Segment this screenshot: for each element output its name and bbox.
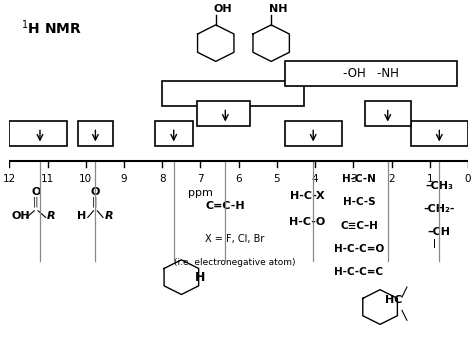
- Text: 11: 11: [41, 174, 54, 184]
- FancyBboxPatch shape: [365, 101, 410, 126]
- Text: H-C-C=O: H-C-C=O: [334, 244, 384, 254]
- Text: 7: 7: [197, 174, 204, 184]
- Text: 10: 10: [79, 174, 92, 184]
- Text: H-C-C=C: H-C-C=C: [335, 267, 383, 277]
- FancyBboxPatch shape: [78, 121, 113, 146]
- Text: O: O: [31, 188, 41, 198]
- Text: H-C-X: H-C-X: [290, 191, 325, 201]
- Text: 2: 2: [388, 174, 395, 184]
- Text: $^1$H NMR: $^1$H NMR: [21, 18, 82, 37]
- FancyBboxPatch shape: [284, 61, 456, 86]
- Text: -CH₂-: -CH₂-: [424, 204, 455, 214]
- Text: H: H: [77, 211, 87, 221]
- FancyBboxPatch shape: [284, 121, 342, 146]
- Text: –CH: –CH: [428, 227, 451, 237]
- Text: 9: 9: [121, 174, 128, 184]
- Text: H-C-S: H-C-S: [343, 198, 375, 208]
- FancyBboxPatch shape: [410, 121, 468, 146]
- Text: 3: 3: [350, 174, 356, 184]
- Text: H-C-O: H-C-O: [289, 217, 326, 227]
- FancyBboxPatch shape: [197, 101, 250, 126]
- Text: 8: 8: [159, 174, 165, 184]
- FancyBboxPatch shape: [162, 81, 304, 106]
- Text: R: R: [104, 211, 113, 221]
- Text: H-C-N: H-C-N: [342, 174, 376, 184]
- Text: O: O: [91, 188, 100, 198]
- Text: 4: 4: [312, 174, 319, 184]
- Text: 1: 1: [427, 174, 433, 184]
- Text: H: H: [195, 271, 205, 284]
- Text: ||: ||: [33, 197, 39, 208]
- Text: -OH   -NH: -OH -NH: [343, 67, 399, 80]
- Text: 12: 12: [3, 174, 16, 184]
- Text: –CH₃: –CH₃: [425, 181, 453, 191]
- Text: ||: ||: [92, 197, 99, 208]
- Text: HC: HC: [384, 295, 402, 305]
- Text: 5: 5: [273, 174, 280, 184]
- Text: R: R: [47, 211, 56, 221]
- Text: C≡C–H: C≡C–H: [340, 221, 378, 231]
- FancyBboxPatch shape: [9, 121, 67, 146]
- Text: OH: OH: [214, 4, 232, 14]
- Text: X = F, Cl, Br: X = F, Cl, Br: [205, 234, 264, 244]
- Text: ppm: ppm: [188, 188, 213, 198]
- FancyBboxPatch shape: [155, 121, 193, 146]
- Text: OH: OH: [11, 211, 30, 221]
- Text: C=C-H: C=C-H: [206, 201, 245, 211]
- Text: 0: 0: [465, 174, 471, 184]
- Text: (i.e. electronegative atom): (i.e. electronegative atom): [174, 258, 296, 267]
- Text: 6: 6: [236, 174, 242, 184]
- Text: NH: NH: [269, 4, 288, 14]
